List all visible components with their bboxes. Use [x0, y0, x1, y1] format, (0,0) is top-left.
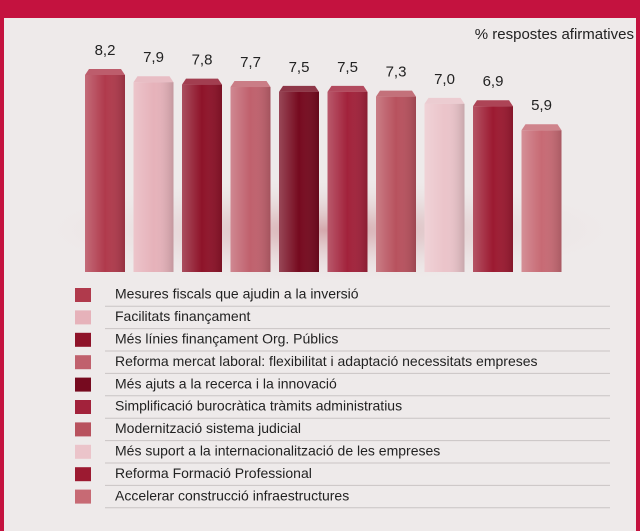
value-label: 7,7 [240, 54, 261, 71]
bar-shade [230, 87, 271, 272]
legend-swatch [75, 400, 91, 414]
bar-shade [85, 75, 125, 272]
bar-shade [521, 130, 562, 272]
legend-swatch [75, 332, 91, 347]
value-label: 8,2 [95, 42, 116, 59]
bar-top [376, 90, 416, 97]
legend-swatch [75, 288, 91, 302]
bar-shade [473, 106, 513, 272]
legend-swatch [75, 444, 91, 459]
bar-top [327, 85, 368, 92]
legend-swatch [75, 355, 91, 370]
bar-top [230, 81, 271, 88]
bar-top [182, 78, 222, 85]
legend-label: Reforma mercat laboral: flexibilitat i a… [115, 353, 538, 369]
legend-swatch [75, 467, 91, 482]
value-label: 7,5 [289, 59, 310, 76]
bar-top [85, 69, 125, 75]
legend-label: Reforma Formació Professional [115, 465, 312, 481]
legend-label: Simplificació burocràtica tràmits admini… [115, 398, 402, 414]
bar-shade [424, 103, 465, 272]
bar-top [473, 100, 513, 107]
legend-swatch [75, 310, 91, 325]
value-label: 7,8 [192, 52, 213, 69]
bar-shade [376, 96, 416, 272]
legend-label: Modernització sistema judicial [115, 420, 301, 436]
bar-shade [279, 91, 319, 272]
legend-label: Més línies finançament Org. Públics [115, 331, 338, 347]
bar-top [424, 97, 465, 104]
legend-swatch [75, 422, 91, 437]
legend-swatch [75, 377, 91, 392]
value-label: 7,0 [434, 71, 455, 88]
legend-label: Més suport a la internacionalització de … [115, 443, 440, 459]
bar-shade [182, 84, 222, 272]
bar-top [521, 124, 562, 131]
bar-shade [327, 91, 368, 272]
value-label: 7,9 [143, 49, 164, 66]
legend-swatch [75, 489, 91, 504]
value-label: 7,5 [337, 59, 358, 76]
legend-label: Mesures fiscals que ajudin a la inversió [115, 286, 359, 302]
value-label: 7,3 [386, 64, 407, 81]
bar-shade [133, 82, 174, 273]
value-label: 5,9 [531, 97, 552, 114]
legend-label: Més ajuts a la recerca i la innovació [115, 375, 337, 391]
subtitle: % respostes afirmatives [475, 26, 634, 43]
legend-label: Accelerar construcció infraestructures [115, 487, 349, 503]
legend-label: Facilitats finançament [115, 308, 251, 324]
value-label: 6,9 [483, 73, 504, 90]
bar-top [279, 85, 319, 92]
bar-top [133, 76, 174, 83]
